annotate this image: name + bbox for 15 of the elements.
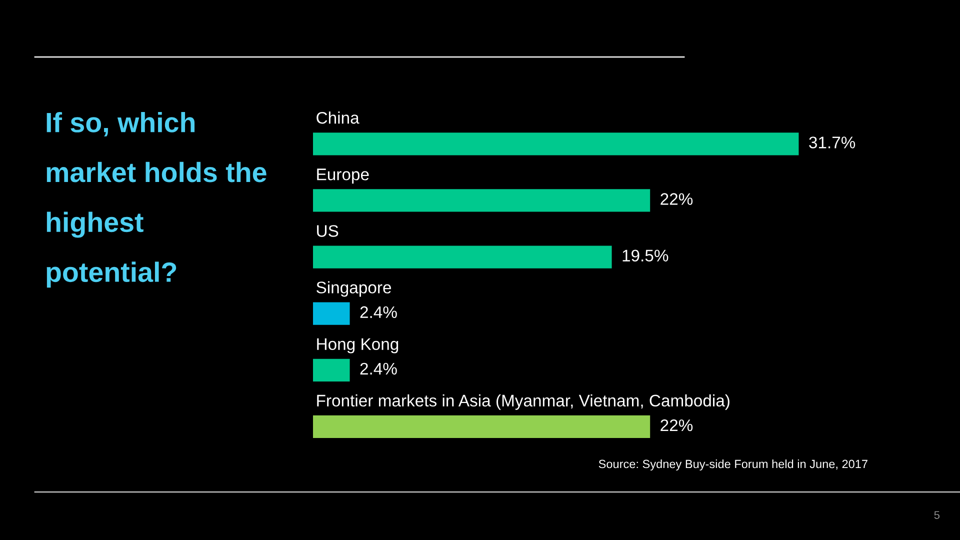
- y-tick-label: Hong Kong: [317, 338, 398, 354]
- text: If so, which market holds the highest potential?: [46, 112, 266, 288]
- y-tick-label: Frontier markets in Asia (Myanmar, Vietnam, Cambodia): [317, 394, 730, 410]
- y-tick-label: China: [316, 112, 360, 124]
- data-label: 31.7%: [809, 136, 856, 148]
- data-label: 22%: [660, 193, 693, 205]
- text: 5: [934, 511, 940, 519]
- data-label: 22%: [660, 419, 693, 432]
- y-tick-label: Europe: [317, 168, 369, 184]
- data-label: 2.4%: [360, 306, 397, 318]
- data-label: 2.4%: [360, 362, 397, 375]
- source-note: Source: Sydney Buy-side Forum held in June, 2017: [598, 459, 868, 471]
- data-label: 19.5%: [622, 250, 668, 262]
- y-tick-label: US: [317, 225, 338, 237]
- y-tick-label: Singapore: [316, 281, 392, 297]
